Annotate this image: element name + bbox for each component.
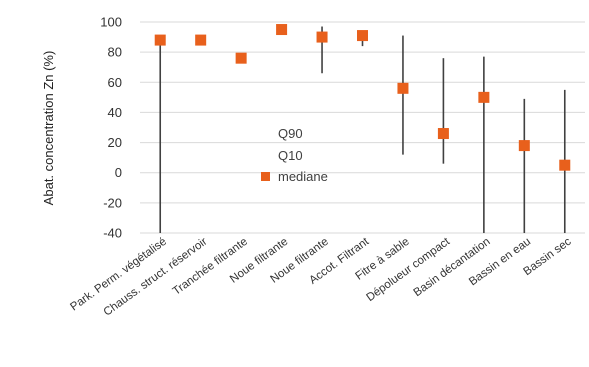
median-marker	[195, 34, 207, 46]
median-marker	[357, 30, 368, 42]
y-axis-ticks: -40 -20 0 20 40 60 80 100	[100, 15, 122, 241]
y-tick-label: -20	[103, 195, 122, 210]
y-tick-label: -40	[103, 226, 122, 241]
median-markers	[154, 24, 571, 171]
grid-lines	[140, 21, 585, 234]
y-tick-label: 60	[108, 75, 122, 90]
y-tick-label: 20	[108, 135, 122, 150]
y-tick-label: 40	[108, 105, 122, 120]
median-marker	[235, 52, 247, 64]
y-tick-label: 80	[108, 45, 122, 60]
legend-mediane-marker	[261, 172, 270, 181]
y-tick-label: 0	[115, 165, 122, 180]
median-marker	[276, 24, 288, 36]
legend-q10: Q10	[278, 148, 303, 163]
y-axis-label: Abat. concentration Zn (%)	[41, 51, 56, 206]
x-category-label: Tranchée filtrante	[171, 236, 250, 298]
median-marker	[154, 34, 166, 46]
legend-mediane: mediane	[278, 169, 328, 184]
median-marker	[478, 91, 490, 103]
median-marker	[316, 31, 328, 43]
y-tick-label: 100	[100, 15, 122, 30]
x-category-label: Basin décantation	[412, 236, 493, 299]
legend-q90: Q90	[278, 126, 303, 141]
whiskers	[159, 26, 566, 233]
legend: Q90 Q10 mediane	[261, 126, 328, 184]
median-marker	[559, 159, 571, 171]
median-marker	[518, 140, 530, 152]
median-marker	[437, 128, 449, 140]
median-marker	[397, 82, 409, 94]
